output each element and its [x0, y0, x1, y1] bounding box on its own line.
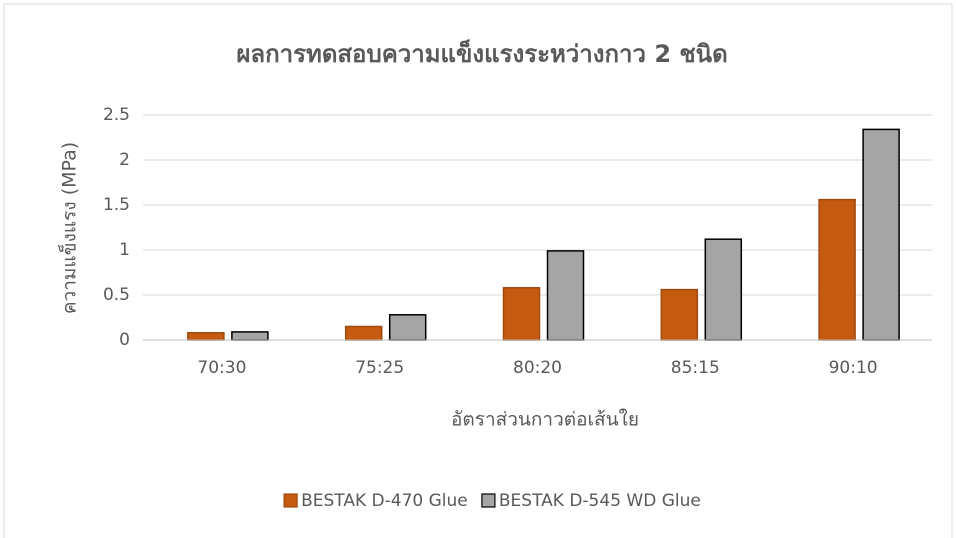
y-tick-label: 2 [119, 150, 130, 170]
chart-frame [3, 3, 953, 538]
bar [388, 314, 427, 341]
y-axis-label: ความแข็งแรง (MPa) [57, 142, 81, 314]
bar [344, 325, 383, 341]
legend: BESTAK D-470 Glue BESTAK D-545 WD Glue [283, 491, 701, 511]
x-axis-label: อัตราส่วนกาวต่อเส้นใย [451, 409, 639, 431]
chart-title: ผลการทดสอบความแข็งแรงระหว่างกาว 2 ชนิด [236, 39, 727, 68]
bar [502, 287, 541, 341]
bar [704, 238, 743, 341]
legend-swatch [481, 493, 496, 508]
y-tick-label: 0.5 [103, 285, 130, 305]
x-tick-label: 90:10 [829, 358, 878, 378]
bar [546, 250, 585, 341]
bar [187, 332, 225, 341]
x-tick-label: 80:20 [513, 358, 562, 378]
y-tick-label: 1.5 [103, 195, 130, 215]
bar [231, 331, 269, 341]
y-tick-label: 0 [119, 330, 130, 350]
bar [660, 288, 699, 341]
x-tick-label: 70:30 [197, 358, 246, 378]
bar [862, 128, 900, 341]
y-tick-label: 2.5 [103, 105, 130, 125]
x-tick-label: 75:25 [355, 358, 404, 378]
x-tick-label: 85:15 [671, 358, 720, 378]
legend-label: BESTAK D-470 Glue [301, 491, 468, 511]
legend-swatch [283, 493, 298, 508]
y-tick-label: 1 [119, 240, 130, 260]
bar [818, 198, 856, 341]
legend-label: BESTAK D-545 WD Glue [499, 491, 701, 511]
